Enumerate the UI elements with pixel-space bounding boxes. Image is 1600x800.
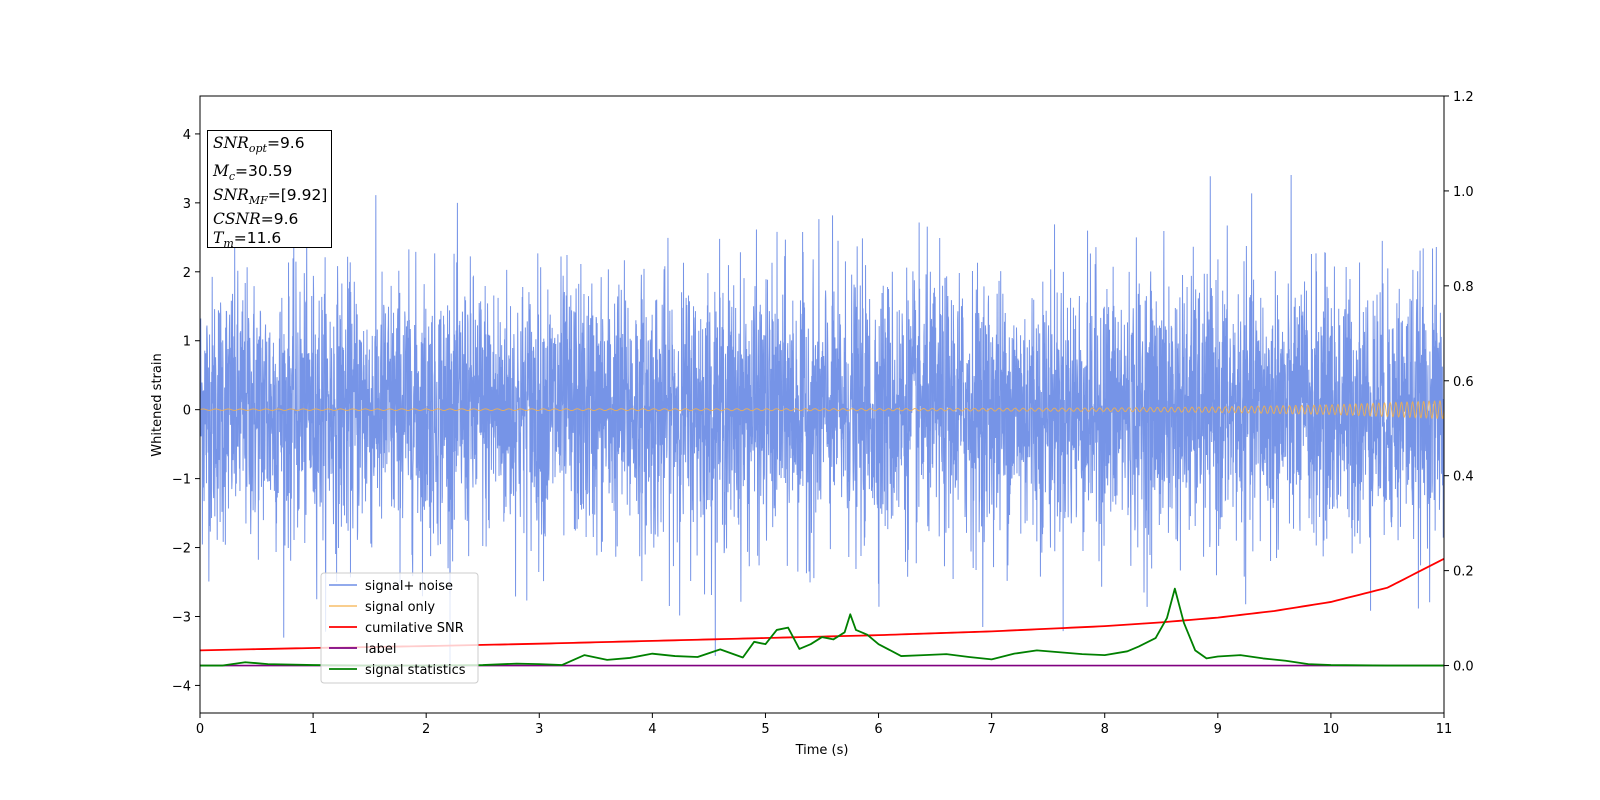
y-tick-label-right: 1.2 xyxy=(1453,90,1474,105)
y-tick-label-right: 0.6 xyxy=(1453,375,1474,390)
axes-layer: 0 1 2 3 4 5 6 7 8 9 10 11 −4 −3 −2 −1 0 1 2 3 4 0.0 0.2 0.4 0.6 0… xyxy=(172,90,1474,737)
y-tick-label-left: 3 xyxy=(183,197,191,212)
y-tick-label-left: 4 xyxy=(183,128,191,143)
legend-label-signal-statistics: signal statistics xyxy=(365,663,466,678)
series-signal-statistics xyxy=(200,587,1444,667)
y-tick-label-right: 0.0 xyxy=(1453,660,1474,675)
y-tick-label-left: −2 xyxy=(172,542,191,557)
y-tick-label-right: 0.4 xyxy=(1453,470,1474,485)
y-tick-label-left: 2 xyxy=(183,266,191,281)
legend-label-signal-only: signal only xyxy=(365,600,435,615)
snr-mf-line: SNRMF=[9.92] xyxy=(213,186,328,208)
x-axis-label: Time (s) xyxy=(795,743,849,758)
legend-label-signal-noise: signal+ noise xyxy=(365,579,453,594)
y-tick-label-right: 1.0 xyxy=(1453,185,1474,200)
y-axis-label: Whitened strain xyxy=(150,353,165,456)
y-tick-label-left: −1 xyxy=(172,473,191,488)
x-tick-label: 10 xyxy=(1323,722,1340,737)
x-tick-label: 2 xyxy=(422,722,430,737)
y-tick-label-right: 0.2 xyxy=(1453,565,1474,580)
x-tick-label: 4 xyxy=(648,722,656,737)
series-signal-only xyxy=(200,399,1444,420)
x-tick-label: 6 xyxy=(874,722,882,737)
x-tick-label: 1 xyxy=(309,722,317,737)
snr-opt-line: SNRopt=9.6 xyxy=(213,134,305,156)
csnr-line: CSNR=9.6 xyxy=(213,210,299,229)
x-tick-label: 7 xyxy=(987,722,995,737)
chirp-mass-line: Mc=30.59 xyxy=(213,162,293,184)
y-tick-label-right: 0.8 xyxy=(1453,280,1474,295)
y-tick-label-left: 0 xyxy=(183,404,191,419)
x-tick-label: 0 xyxy=(196,722,204,737)
legend-label-label: label xyxy=(365,642,396,657)
y-tick-label-left: 1 xyxy=(183,335,191,350)
legend-frame xyxy=(320,572,479,684)
y-tick-label-left: −4 xyxy=(172,679,191,694)
parameter-info-box: SNRopt=9.6 Mc=30.59 SNRMF=[9.92] CSNR=9.… xyxy=(207,130,332,250)
series-signal-noise xyxy=(200,174,1444,674)
x-tick-label: 11 xyxy=(1436,722,1453,737)
tm-line: Tm=11.6 xyxy=(213,229,282,251)
legend: signal+ noise signal only cumilative SNR… xyxy=(320,572,479,684)
x-tick-label: 9 xyxy=(1214,722,1222,737)
x-tick-label: 8 xyxy=(1101,722,1109,737)
plot-frame xyxy=(199,95,1445,714)
x-tick-label: 3 xyxy=(535,722,543,737)
y-tick-label-left: −3 xyxy=(172,610,191,625)
legend-label-cumulative-snr: cumilative SNR xyxy=(365,621,464,636)
x-tick-label: 5 xyxy=(761,722,769,737)
